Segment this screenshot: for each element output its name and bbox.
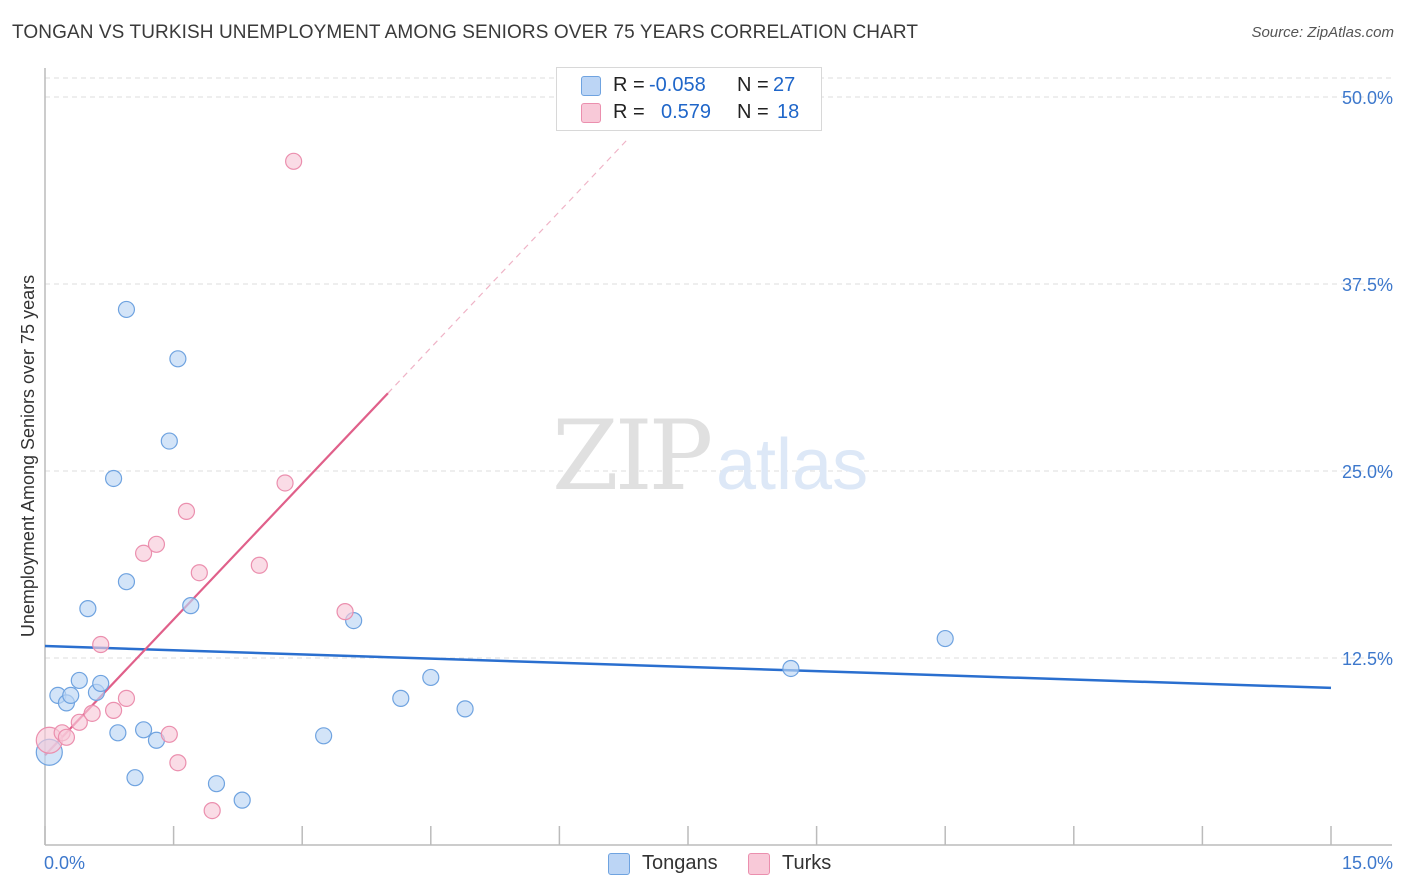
tongans-point <box>392 689 410 707</box>
chart-title: TONGAN VS TURKISH UNEMPLOYMENT AMONG SEN… <box>12 22 919 43</box>
y-tick-label: 37.5% <box>1342 275 1393 295</box>
tongans-point <box>79 600 97 618</box>
chart-source: Source: ZipAtlas.com <box>1251 24 1394 41</box>
turks-point <box>285 152 303 170</box>
tongans-point <box>62 686 80 705</box>
turks-point <box>336 603 354 621</box>
grid-layer <box>45 77 1392 659</box>
tongans-point <box>109 724 127 742</box>
watermark-atlas: atlas <box>716 425 868 505</box>
tongans-point <box>233 791 251 809</box>
turks-point <box>169 754 187 772</box>
points-layer <box>35 152 954 820</box>
tongans-swatch <box>581 76 601 96</box>
n-value: 27 <box>773 74 796 96</box>
x-tick-label: 0.0% <box>44 853 85 873</box>
y-tick-label: 25.0% <box>1342 462 1393 482</box>
tongans-point <box>70 671 88 690</box>
tongans-swatch <box>608 853 630 875</box>
turks-point <box>70 713 88 731</box>
turks-point <box>92 635 110 654</box>
turks-point <box>203 801 221 820</box>
r-label: R = <box>613 101 645 123</box>
turks-point <box>83 704 101 722</box>
tongans-point <box>126 769 144 787</box>
turks-trend-extension <box>387 138 629 394</box>
tongans-point <box>207 775 226 793</box>
turks-swatch <box>581 103 601 123</box>
tongans-point <box>160 432 178 450</box>
tongans-point <box>182 597 200 615</box>
turks-point <box>177 502 196 520</box>
turks-point <box>160 725 178 743</box>
turks-point <box>57 728 76 746</box>
y-tick-label: 50.0% <box>1342 88 1393 108</box>
tongans-point <box>315 727 333 745</box>
tongans-point <box>134 721 153 739</box>
correlation-legend: R = -0.058 N = 27 R = 0.579 N = 18 <box>556 67 822 131</box>
tongans-point <box>456 700 474 718</box>
y-axis-label: Unemployment Among Seniors over 75 years <box>18 275 38 637</box>
turks-point <box>250 556 268 574</box>
tongans-trend-line <box>44 644 1332 690</box>
n-value: 18 <box>777 101 800 123</box>
r-value: -0.058 <box>649 74 706 96</box>
tongans-point <box>92 674 110 693</box>
watermark: ZIP atlas <box>552 400 868 512</box>
tongans-point <box>936 629 954 648</box>
tick-labels: 12.5% 25.0% 37.5% 50.0% 0.0% 15.0% <box>44 88 1393 873</box>
legend-label: Tongans <box>642 852 718 874</box>
watermark-zip: ZIP <box>552 400 711 512</box>
tongans-point <box>782 659 800 678</box>
turks-point <box>147 535 166 553</box>
tongans-point <box>169 350 187 368</box>
tongans-point <box>104 469 123 488</box>
r-value: 0.579 <box>661 101 712 123</box>
n-label: N = <box>737 101 769 123</box>
tongans-point <box>117 573 136 591</box>
turks-point <box>104 701 123 719</box>
turks-swatch <box>748 853 770 875</box>
r-label: R = <box>613 74 645 96</box>
y-tick-label: 12.5% <box>1342 649 1393 669</box>
axis-layer <box>44 68 1392 846</box>
x-tick-label: 15.0% <box>1342 853 1393 873</box>
n-label: N = <box>737 74 769 96</box>
turks-point <box>117 689 136 707</box>
legend-label: Turks <box>782 852 832 874</box>
turks-point <box>134 544 153 562</box>
tongans-point <box>422 668 440 687</box>
turks-point <box>190 564 208 582</box>
turks-point <box>276 474 294 492</box>
tongans-point <box>117 300 136 319</box>
